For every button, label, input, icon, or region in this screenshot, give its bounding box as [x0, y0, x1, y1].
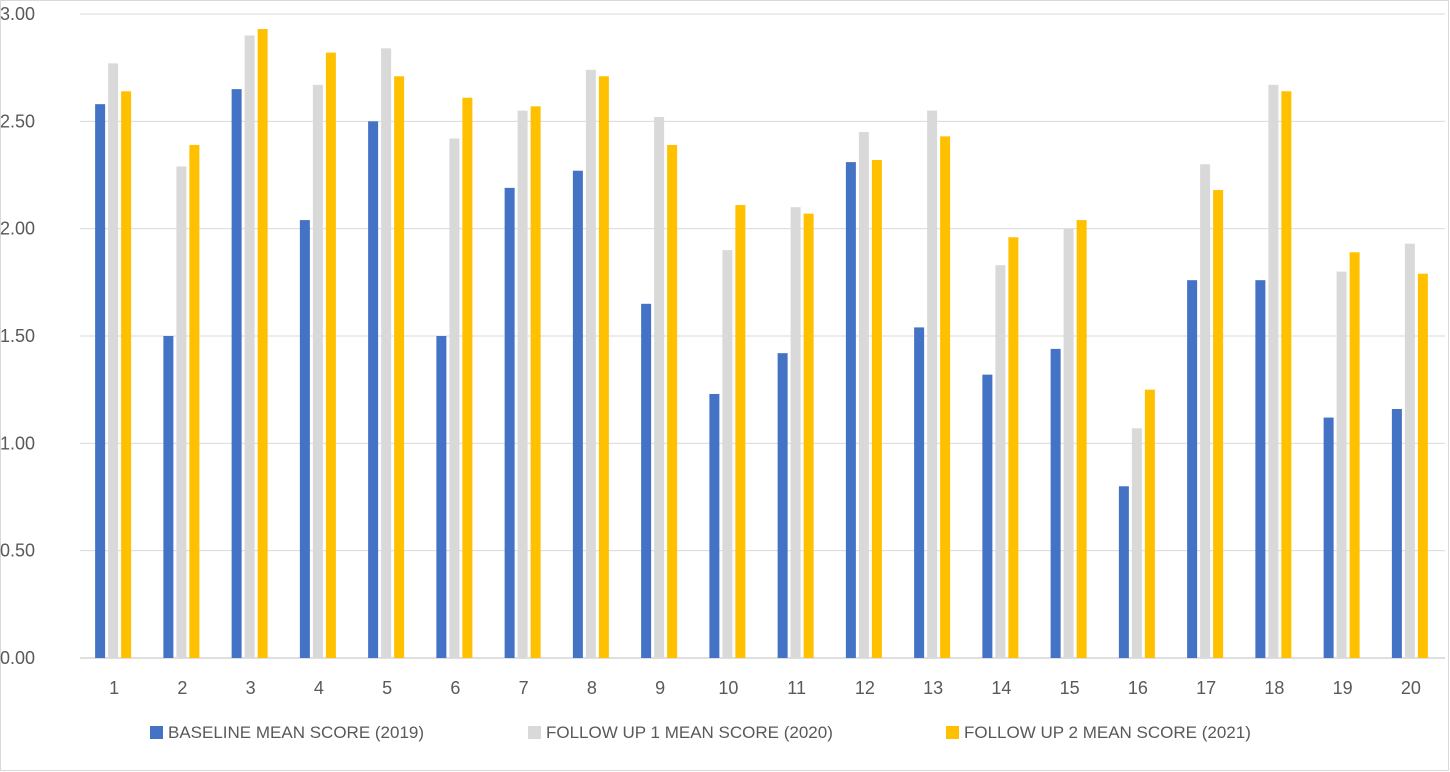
- bar-series-3-cat-19: [1349, 252, 1360, 658]
- bar-series-1-cat-7: [504, 187, 515, 658]
- x-tick-label: 17: [1196, 678, 1216, 698]
- bar-series-1-cat-18: [1255, 280, 1266, 658]
- bar-series-3-cat-20: [1417, 273, 1428, 658]
- bar-series-1-cat-2: [163, 336, 174, 658]
- legend-swatch-3: [946, 726, 959, 739]
- bar-series-2-cat-16: [1131, 428, 1142, 658]
- bar-series-3-cat-10: [735, 205, 746, 658]
- axes: 0.000.501.001.502.002.503.001 2 3 4 5 6 7 8 9 10 1…: [0, 4, 1421, 698]
- bar-series-1-cat-19: [1323, 417, 1334, 658]
- x-tick-label: 15: [1060, 678, 1080, 698]
- bar-series-1-cat-15: [1050, 348, 1061, 658]
- y-tick-label: 1.50: [0, 326, 35, 346]
- bar-series-1-cat-4: [299, 220, 310, 658]
- x-tick-label: 11: [787, 678, 806, 698]
- bar-series-1-cat-16: [1118, 486, 1129, 658]
- x-tick-label: 12: [855, 678, 875, 698]
- bar-series-2-cat-4: [312, 84, 323, 659]
- x-tick-label: 19: [1333, 678, 1353, 698]
- legend-swatch-1: [150, 726, 163, 739]
- bar-series-1-cat-20: [1391, 408, 1402, 658]
- y-tick-label: 1.00: [0, 433, 35, 453]
- y-tick-label: 3.00: [0, 4, 35, 24]
- legend-swatch-2: [528, 726, 541, 739]
- bar-series-1-cat-6: [436, 336, 447, 658]
- bar-series-1-cat-8: [572, 170, 583, 658]
- x-tick-label: 10: [718, 678, 738, 698]
- y-tick-label: 0.00: [0, 648, 35, 668]
- x-tick-label: 8: [587, 678, 597, 698]
- bar-series-3-cat-12: [871, 159, 882, 658]
- x-tick-label: 1: [109, 678, 119, 698]
- bar-series-3-cat-2: [189, 144, 200, 659]
- x-tick-label: 6: [450, 678, 460, 698]
- x-tick-label: 20: [1401, 678, 1421, 698]
- bar-series-1-cat-12: [845, 162, 856, 658]
- bar-series-2-cat-7: [517, 110, 528, 659]
- bar-series-3-cat-16: [1144, 389, 1155, 658]
- bar-series-1-cat-3: [231, 89, 242, 659]
- bar-series-2-cat-19: [1336, 271, 1347, 658]
- bar-series-3-cat-8: [598, 76, 609, 658]
- bar-series-3-cat-4: [325, 52, 336, 658]
- y-tick-label: 0.50: [0, 541, 35, 561]
- bar-series-3-cat-3: [257, 29, 268, 658]
- bar-series-3-cat-1: [121, 91, 132, 658]
- legend-label-2: FOLLOW UP 1 MEAN SCORE (2020): [546, 723, 833, 742]
- x-tick-label: 18: [1264, 678, 1284, 698]
- bar-series-2-cat-3: [244, 35, 255, 658]
- bar-series-2-cat-18: [1268, 84, 1279, 659]
- bar-series-3-cat-7: [530, 106, 541, 659]
- bar-series-2-cat-5: [381, 48, 392, 658]
- gridlines: [80, 13, 1445, 659]
- bar-series-1-cat-9: [641, 303, 652, 658]
- bar-series-3-cat-13: [940, 136, 951, 659]
- legend-label-1: BASELINE MEAN SCORE (2019): [168, 723, 424, 742]
- bar-series-1-cat-11: [777, 353, 788, 658]
- bar-series-3-cat-5: [394, 76, 405, 658]
- bar-series-1-cat-5: [368, 121, 379, 659]
- bar-series-2-cat-13: [927, 110, 938, 659]
- bar-series-3-cat-17: [1213, 190, 1224, 658]
- bar-series-3-cat-11: [803, 213, 814, 658]
- bar-series-1-cat-13: [914, 327, 925, 658]
- bar-series-1-cat-1: [95, 104, 106, 658]
- bar-series-2-cat-10: [722, 250, 733, 658]
- x-tick-label: 9: [655, 678, 665, 698]
- bar-series-2-cat-8: [585, 69, 596, 658]
- x-tick-label: 7: [519, 678, 529, 698]
- bar-series-2-cat-2: [176, 166, 187, 658]
- bar-series-2-cat-15: [1063, 228, 1074, 658]
- bar-series-3-cat-18: [1281, 91, 1292, 658]
- bar-series-2-cat-12: [858, 132, 869, 659]
- x-tick-label: 4: [314, 678, 324, 698]
- bars: [95, 29, 1428, 659]
- bar-series-2-cat-9: [654, 117, 665, 659]
- bar-series-2-cat-14: [995, 265, 1006, 658]
- bar-series-2-cat-1: [108, 63, 119, 658]
- y-tick-label: 2.00: [0, 219, 35, 239]
- x-tick-label: 14: [991, 678, 1011, 698]
- bar-series-3-cat-15: [1076, 220, 1087, 658]
- bar-series-1-cat-17: [1187, 280, 1198, 658]
- y-tick-label: 2.50: [0, 111, 35, 131]
- x-tick-label: 5: [382, 678, 392, 698]
- bar-series-2-cat-17: [1200, 164, 1211, 658]
- bar-series-3-cat-14: [1008, 237, 1019, 658]
- legend: BASELINE MEAN SCORE (2019) FOLLOW UP 1 ME…: [150, 723, 1251, 742]
- bar-series-2-cat-20: [1404, 243, 1415, 658]
- x-tick-label: 16: [1128, 678, 1148, 698]
- x-tick-label: 13: [923, 678, 943, 698]
- x-tick-label: 2: [177, 678, 187, 698]
- bar-series-3-cat-9: [667, 144, 678, 659]
- bar-series-2-cat-11: [790, 207, 801, 658]
- bar-series-1-cat-14: [982, 374, 993, 658]
- legend-label-3: FOLLOW UP 2 MEAN SCORE (2021): [964, 723, 1251, 742]
- bar-series-3-cat-6: [462, 97, 473, 659]
- x-tick-label: 3: [246, 678, 256, 698]
- bar-series-1-cat-10: [709, 393, 720, 658]
- bar-series-2-cat-6: [449, 138, 460, 659]
